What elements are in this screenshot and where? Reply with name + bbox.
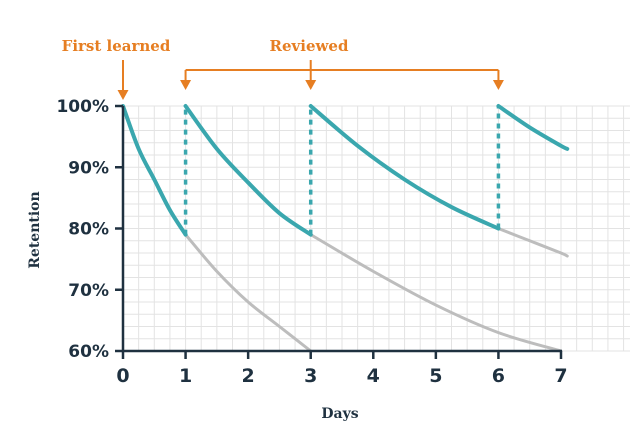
x-tick-label: 4	[367, 365, 380, 387]
x-tick-label: 3	[304, 365, 317, 387]
retention-curves	[121, 104, 570, 237]
retention-curve	[496, 104, 570, 151]
y-tick-label: 90%	[68, 158, 109, 178]
forgetting-curve	[309, 233, 563, 353]
y-tick-label: 70%	[68, 281, 109, 301]
y-tick-label: 60%	[68, 342, 109, 362]
x-axis-title: Days	[321, 406, 358, 422]
retention-curve	[308, 104, 501, 231]
x-tick-label: 7	[554, 365, 567, 387]
axes	[115, 104, 563, 359]
x-tick-label: 6	[492, 365, 505, 387]
y-axis-title: Retention	[27, 191, 43, 268]
grid	[122, 105, 630, 352]
review-drop-lines	[183, 106, 501, 235]
reviewed-label: Reviewed	[270, 37, 349, 55]
y-tick-label: 80%	[68, 220, 109, 240]
retention-curve	[121, 104, 188, 237]
retention-curve	[183, 104, 313, 237]
reviewed-arrowhead	[305, 80, 317, 90]
reviewed-arrowhead	[492, 80, 504, 90]
reviewed-arrowhead	[180, 80, 192, 90]
forgetting-curve	[184, 233, 313, 353]
x-tick-label: 2	[242, 365, 255, 387]
x-tick-label: 0	[116, 365, 129, 387]
y-tick-label: 100%	[56, 97, 109, 117]
first-learned-label: First learned	[62, 37, 171, 55]
tick-labels: 0 1 2 3 4 5 6 7 60% 70% 80% 90% 100%	[56, 97, 567, 387]
annotations	[117, 60, 504, 100]
forgetting-curves	[184, 227, 569, 353]
first-learned-arrowhead	[117, 90, 129, 100]
x-tick-label: 5	[429, 365, 442, 387]
x-tick-label: 1	[179, 365, 192, 387]
forgetting-curve	[496, 227, 569, 258]
